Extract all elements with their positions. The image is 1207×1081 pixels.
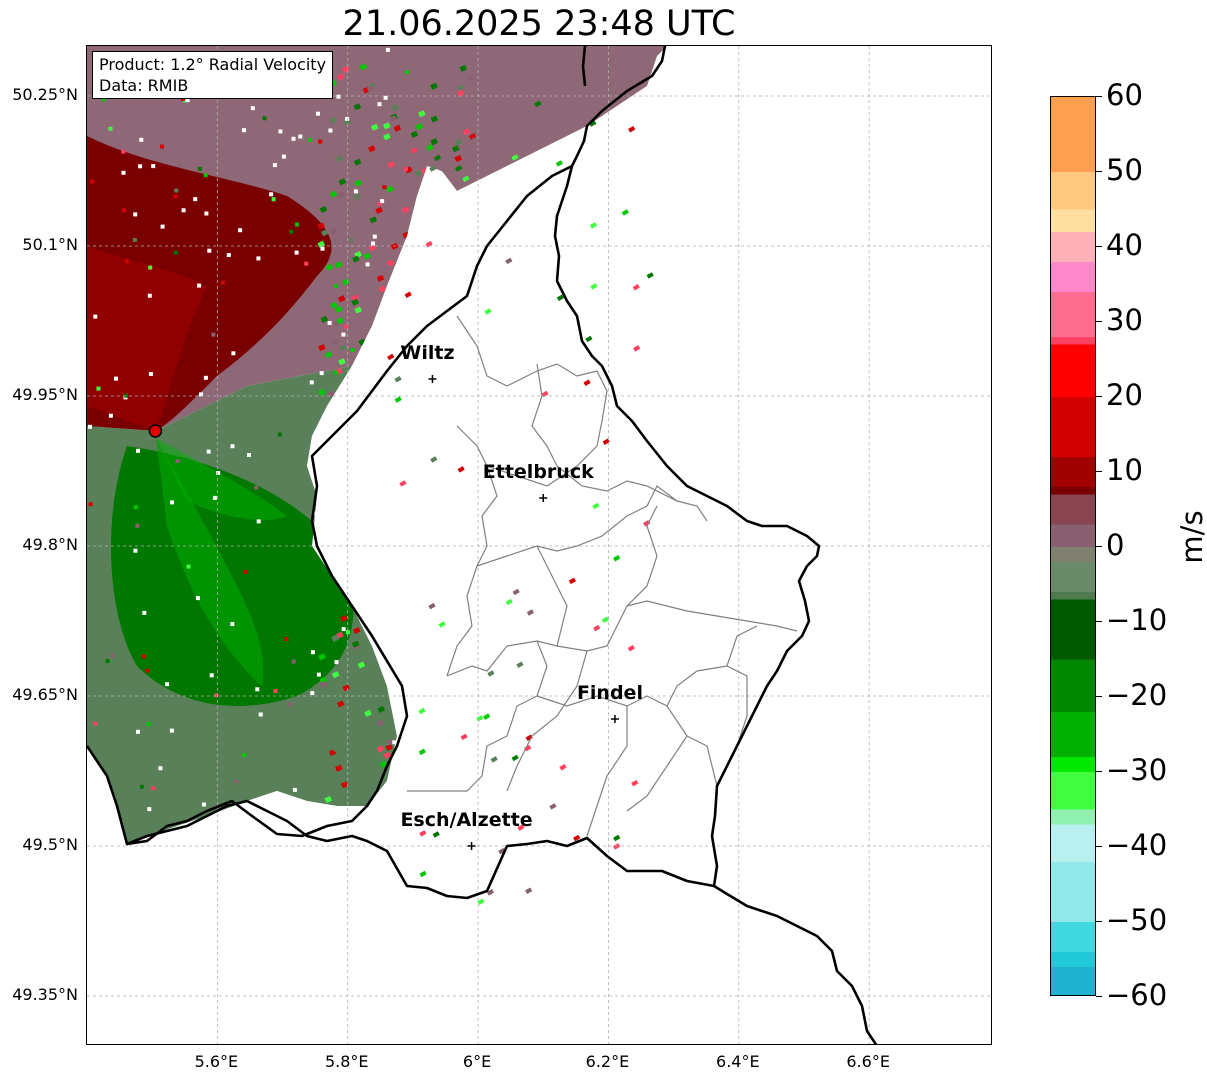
lon-tick-label: 6°E	[462, 1052, 492, 1071]
radar-site-marker[interactable]	[148, 424, 163, 438]
colorbar-tick-label: −30	[1106, 753, 1168, 787]
colorbar-tick-mark	[1096, 846, 1102, 847]
colorbar-band	[1051, 232, 1095, 263]
colorbar-band	[1051, 599, 1095, 660]
colorbar-band	[1051, 524, 1095, 548]
lat-tick-label: 50.25°N	[12, 85, 78, 104]
colorbar-band	[1051, 97, 1095, 173]
colorbar-tick-mark	[1096, 96, 1102, 97]
colorbar-tick-mark	[1096, 171, 1102, 172]
colorbar-band	[1051, 344, 1095, 398]
colorbar-tick-mark	[1096, 771, 1102, 772]
colorbar-tick-label: −10	[1106, 603, 1168, 637]
colorbar-tick-label: 60	[1106, 78, 1143, 112]
colorbar-band	[1051, 659, 1095, 713]
colorbar-band	[1051, 494, 1095, 525]
city-markers	[428, 375, 619, 850]
colorbar-tick-label: 20	[1106, 378, 1143, 412]
colorbar-band	[1051, 772, 1095, 810]
lon-tick-label: 5.8°E	[324, 1052, 369, 1071]
lat-tick-label: 49.8°N	[22, 535, 78, 554]
colorbar-band	[1051, 809, 1095, 825]
lat-tick-label: 49.65°N	[12, 685, 78, 704]
colorbar-tick-label: −60	[1106, 978, 1168, 1012]
city-marker	[428, 375, 437, 383]
colorbar-tick-mark	[1096, 996, 1102, 997]
city-label: Wiltz	[400, 342, 455, 364]
radar-velocity-field	[87, 46, 667, 844]
colorbar-tick-mark	[1096, 921, 1102, 922]
colorbar-tick-mark	[1096, 396, 1102, 397]
colorbar-tick-label: 40	[1106, 228, 1143, 262]
colorbar-label: m/s	[1175, 510, 1207, 564]
city-label: Esch/Alzette	[400, 809, 533, 831]
colorbar-bands	[1051, 97, 1095, 995]
city-label: Findel	[576, 682, 643, 704]
colorbar-tick-label: −20	[1106, 678, 1168, 712]
colorbar-band	[1051, 967, 1095, 995]
colorbar-band	[1051, 922, 1095, 953]
colorbar-tick-label: −40	[1106, 828, 1168, 862]
lon-tick-label: 6.6°E	[846, 1052, 890, 1071]
data-source-label: Data: RMIB	[99, 76, 189, 95]
colorbar-band	[1051, 547, 1095, 563]
lon-tick-label: 6.4°E	[716, 1052, 760, 1071]
colorbar-band	[1051, 824, 1095, 863]
colorbar-band	[1051, 712, 1095, 758]
colorbar-tick-mark	[1096, 321, 1102, 322]
lat-tick-label: 49.35°N	[12, 985, 78, 1004]
colorbar-band	[1051, 397, 1095, 458]
colorbar-tick-mark	[1096, 621, 1102, 622]
colorbar-tick-mark	[1096, 471, 1102, 472]
colorbar-tick-mark	[1096, 696, 1102, 697]
city-marker	[610, 715, 619, 723]
colorbar	[1050, 96, 1096, 996]
colorbar-band	[1051, 757, 1095, 773]
colorbar-band	[1051, 592, 1095, 600]
city-marker	[467, 842, 476, 850]
map-canvas[interactable]	[87, 46, 992, 1045]
national-borders	[87, 46, 878, 1044]
lat-tick-label: 50.1°N	[22, 235, 78, 254]
colorbar-tick-label: 50	[1106, 153, 1143, 187]
lat-tick-label: 49.95°N	[12, 385, 78, 404]
lon-tick-label: 5.6°E	[194, 1052, 239, 1071]
sparse-echoes	[387, 84, 654, 905]
colorbar-band	[1051, 262, 1095, 293]
lat-tick-label: 49.5°N	[22, 835, 78, 854]
colorbar-band	[1051, 172, 1095, 210]
map-title: 21.06.2025 23:48 UTC	[342, 4, 736, 44]
colorbar-band	[1051, 952, 1095, 968]
colorbar-band	[1051, 562, 1095, 593]
colorbar-tick-label: 30	[1106, 303, 1143, 337]
colorbar-tick-label: 0	[1106, 528, 1125, 562]
colorbar-band	[1051, 457, 1095, 488]
colorbar-tick-label: −50	[1106, 903, 1168, 937]
product-label: Product: 1.2° Radial Velocity	[99, 55, 327, 74]
grid-lines	[87, 46, 991, 1044]
city-marker	[539, 494, 548, 502]
product-info-box: Product: 1.2° Radial Velocity Data: RMIB	[92, 51, 334, 99]
canton-boundaries	[407, 315, 798, 837]
colorbar-band	[1051, 487, 1095, 495]
colorbar-band	[1051, 862, 1095, 923]
colorbar-band	[1051, 209, 1095, 233]
colorbar-tick-mark	[1096, 546, 1102, 547]
lon-tick-label: 6.2°E	[585, 1052, 630, 1071]
map-panel[interactable]	[86, 45, 992, 1045]
city-label: Ettelbruck	[482, 461, 594, 483]
colorbar-tick-mark	[1096, 246, 1102, 247]
colorbar-band	[1051, 337, 1095, 345]
colorbar-band	[1051, 292, 1095, 338]
colorbar-tick-label: 10	[1106, 453, 1143, 487]
